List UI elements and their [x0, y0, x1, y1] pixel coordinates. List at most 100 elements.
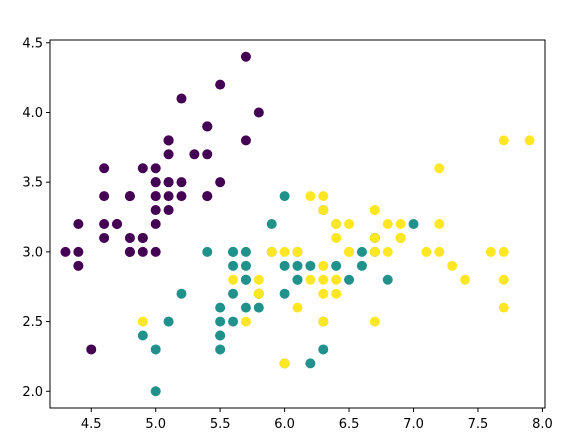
data-point	[460, 274, 471, 285]
data-point	[189, 149, 200, 160]
data-point	[163, 191, 174, 202]
data-point	[240, 51, 251, 62]
data-point	[163, 205, 174, 216]
x-tick-label: 7.5	[468, 417, 489, 432]
data-point	[498, 135, 509, 146]
data-point	[163, 149, 174, 160]
data-point	[292, 274, 303, 285]
data-point	[331, 288, 342, 299]
data-point	[137, 163, 148, 174]
x-tick-label: 5.5	[210, 417, 231, 432]
data-point	[305, 358, 316, 369]
data-point	[356, 260, 367, 271]
data-point	[137, 232, 148, 243]
data-point	[215, 79, 226, 90]
data-point	[150, 219, 161, 229]
data-point	[279, 288, 290, 299]
data-point	[228, 288, 239, 299]
data-point	[305, 274, 316, 285]
data-point	[240, 260, 251, 271]
data-point	[318, 288, 329, 299]
data-point	[331, 274, 342, 285]
data-point	[434, 163, 445, 174]
data-point	[150, 163, 161, 174]
data-point	[215, 302, 226, 313]
data-point	[124, 232, 135, 243]
data-point	[369, 205, 380, 216]
data-point	[124, 246, 135, 257]
data-point	[86, 344, 97, 355]
plot-frame	[49, 39, 546, 409]
data-point	[202, 191, 213, 202]
data-point	[215, 316, 226, 327]
data-point	[202, 149, 213, 160]
data-point	[176, 288, 187, 299]
data-point	[421, 246, 432, 257]
data-point	[150, 344, 161, 355]
data-point	[253, 302, 264, 313]
data-point	[137, 246, 148, 257]
data-point	[318, 274, 329, 285]
y-tick-label: 2.5	[22, 315, 43, 330]
data-point	[292, 260, 303, 271]
data-point	[150, 246, 161, 257]
x-tick-label: 5.0	[145, 417, 166, 432]
data-point	[150, 191, 161, 202]
y-tick-label: 4.5	[22, 36, 43, 51]
data-point	[137, 316, 148, 327]
data-point	[253, 288, 264, 299]
data-point	[228, 246, 239, 257]
data-point	[215, 177, 226, 188]
data-point	[344, 219, 355, 229]
data-point	[112, 219, 123, 229]
data-point	[163, 177, 174, 188]
data-point	[228, 316, 239, 327]
y-tick-label: 4.0	[22, 106, 43, 121]
data-point	[485, 246, 496, 257]
data-point	[150, 177, 161, 188]
data-point	[73, 260, 84, 271]
data-point	[279, 358, 290, 369]
data-point	[60, 246, 71, 257]
data-point	[498, 274, 509, 285]
data-point	[318, 191, 329, 202]
data-point	[447, 260, 458, 271]
axes-layer: 4.5 5.0 5.5 6.0 6.5 7.0 7.5 8.0 2.0 2.5 3.0 3.5 4.0 4…	[22, 36, 552, 432]
data-point	[356, 246, 367, 257]
data-point	[498, 246, 509, 257]
data-point	[318, 205, 329, 216]
data-point	[228, 274, 239, 285]
x-tick-label: 6.5	[339, 417, 360, 432]
data-point	[99, 219, 110, 229]
data-point	[240, 135, 251, 146]
data-point	[73, 219, 84, 229]
data-point	[163, 135, 174, 146]
data-point	[266, 246, 277, 257]
y-tick-label: 2.0	[22, 385, 43, 400]
x-tick-label: 8.0	[532, 417, 553, 432]
data-point	[240, 316, 251, 327]
data-point	[124, 191, 135, 202]
data-point	[318, 344, 329, 355]
points-layer	[60, 51, 535, 397]
data-point	[382, 219, 393, 229]
data-point	[498, 302, 509, 313]
data-point	[344, 246, 355, 257]
y-tick-label: 3.5	[22, 176, 43, 191]
data-point	[279, 246, 290, 257]
x-tick-label: 6.0	[274, 417, 295, 432]
data-point	[369, 246, 380, 257]
data-point	[240, 302, 251, 313]
data-point	[215, 344, 226, 355]
data-point	[344, 274, 355, 285]
data-point	[524, 135, 535, 146]
data-point	[382, 274, 393, 285]
data-point	[253, 107, 264, 118]
data-point	[331, 232, 342, 243]
data-point	[176, 191, 187, 202]
data-point	[318, 316, 329, 327]
data-point	[369, 316, 380, 327]
data-point	[150, 205, 161, 216]
data-point	[434, 219, 445, 229]
